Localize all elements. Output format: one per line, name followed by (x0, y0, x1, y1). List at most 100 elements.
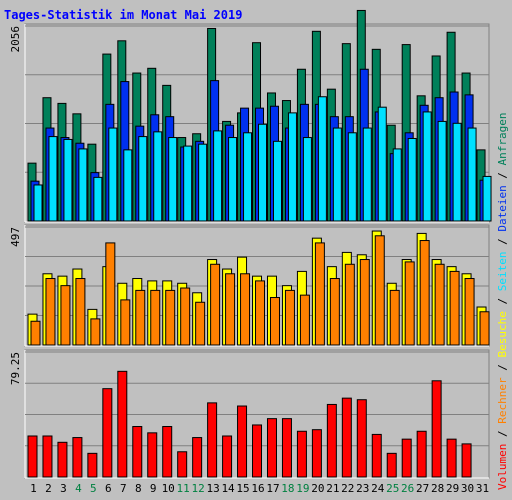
bar-seiten-2 (48, 136, 58, 222)
bar-volumen-15 (237, 405, 248, 478)
x-label-6: 6 (105, 482, 112, 495)
bar-rechner-21 (329, 278, 340, 346)
bar-volumen-27 (416, 430, 427, 478)
bar-volumen-28 (431, 380, 442, 478)
bar-rechner-7 (120, 299, 131, 346)
bar-rechner-27 (419, 240, 430, 346)
bar-volumen-6 (102, 388, 113, 478)
bar-volumen-3 (57, 441, 68, 478)
y-max-label: 79.25 (9, 352, 22, 385)
bar-seiten-20 (317, 96, 327, 222)
bar-volumen-16 (252, 424, 263, 478)
bar-rechner-10 (165, 289, 176, 346)
bar-rechner-23 (359, 259, 370, 346)
bar-rechner-28 (434, 263, 445, 346)
panel-bottom: 79.25 (9, 349, 490, 479)
x-label-26: 26 (401, 482, 414, 495)
x-label-13: 13 (206, 482, 219, 495)
bar-volumen-20 (311, 429, 322, 478)
bar-rechner-31 (479, 311, 490, 346)
bar-volumen-2 (42, 435, 53, 478)
x-label-19: 19 (296, 482, 309, 495)
bar-rechner-16 (255, 280, 266, 346)
bar-volumen-22 (341, 397, 352, 478)
bar-rechner-5 (90, 318, 101, 346)
x-axis-labels: 1 2 3 4 5 6 7 8 9 10 11 12 13 14 15 16 17 18 19 20 21 22 23 24 2… (30, 482, 489, 495)
bar-rechner-14 (225, 273, 236, 346)
bar-rechner-12 (195, 301, 206, 346)
bar-seiten-15 (243, 132, 253, 222)
bar-seiten-6 (108, 127, 118, 222)
x-label-3: 3 (60, 482, 67, 495)
bar-seiten-4 (78, 148, 88, 222)
x-label-29: 29 (446, 482, 459, 495)
x-label-7: 7 (120, 482, 127, 495)
bar-seiten-16 (258, 123, 268, 222)
bar-rechner-29 (449, 270, 460, 346)
bar-seiten-10 (168, 137, 178, 222)
bar-volumen-7 (117, 370, 128, 478)
bar-seiten-5 (93, 176, 103, 222)
bar-volumen-29 (446, 438, 457, 478)
x-label-16: 16 (251, 482, 264, 495)
legend-separator: / (496, 165, 509, 185)
legend-anfragen: Anfragen (496, 112, 509, 165)
legend-separator: / (496, 291, 509, 311)
bar-volumen-12 (192, 437, 203, 478)
bar-rechner-13 (210, 263, 221, 346)
bar-volumen-11 (177, 451, 188, 478)
y-max-label: 2056 (9, 26, 22, 53)
bar-volumen-9 (147, 432, 158, 478)
bar-seiten-9 (153, 131, 163, 222)
bar-rechner-22 (344, 263, 355, 346)
bar-volumen-4 (72, 437, 83, 478)
x-label-9: 9 (150, 482, 157, 495)
bar-rechner-25 (389, 289, 400, 346)
x-label-21: 21 (326, 482, 339, 495)
x-label-15: 15 (236, 482, 249, 495)
legend-seiten: Seiten (496, 252, 509, 292)
bar-rechner-6 (105, 242, 116, 346)
bar-volumen-1 (27, 435, 38, 478)
legend-dateien: Dateien (496, 185, 509, 231)
bar-volumen-17 (266, 418, 277, 478)
x-label-25: 25 (386, 482, 399, 495)
bar-rechner-19 (299, 294, 310, 346)
bar-seiten-27 (422, 111, 432, 222)
bar-seiten-31 (482, 175, 492, 222)
bar-volumen-26 (401, 438, 412, 478)
bar-seiten-3 (63, 138, 73, 222)
x-label-1: 1 (30, 482, 37, 495)
bar-seiten-26 (407, 137, 417, 222)
bar-seiten-22 (347, 132, 357, 222)
x-label-2: 2 (45, 482, 52, 495)
bar-rechner-3 (60, 285, 71, 346)
bar-seiten-24 (377, 106, 387, 222)
bar-rechner-11 (180, 287, 191, 346)
x-label-8: 8 (135, 482, 142, 495)
bar-seiten-17 (272, 140, 282, 222)
bar-seiten-13 (213, 130, 223, 222)
bar-seiten-8 (138, 136, 148, 222)
bar-volumen-24 (371, 433, 382, 478)
bar-volumen-25 (386, 452, 397, 478)
x-label-20: 20 (311, 482, 324, 495)
bar-seiten-21 (332, 127, 342, 222)
x-label-5: 5 (90, 482, 97, 495)
bar-rechner-20 (314, 242, 325, 346)
bar-volumen-14 (222, 435, 233, 478)
chart-panels: 2056 497 79.25 (9, 9, 492, 479)
bar-seiten-25 (392, 148, 402, 222)
x-label-12: 12 (192, 482, 205, 495)
bar-seiten-30 (467, 127, 477, 222)
x-label-30: 30 (461, 482, 474, 495)
panel-top: 2056 (9, 9, 492, 223)
bar-seiten-23 (362, 127, 372, 222)
legend-separator: / (496, 358, 509, 378)
y-max-label: 497 (9, 227, 22, 247)
legend: Volumen / Rechner / Besuche / Seiten / D… (496, 112, 509, 490)
bar-volumen-23 (356, 399, 367, 478)
legend-besuche: Besuche (496, 311, 509, 357)
bar-volumen-19 (296, 430, 307, 478)
